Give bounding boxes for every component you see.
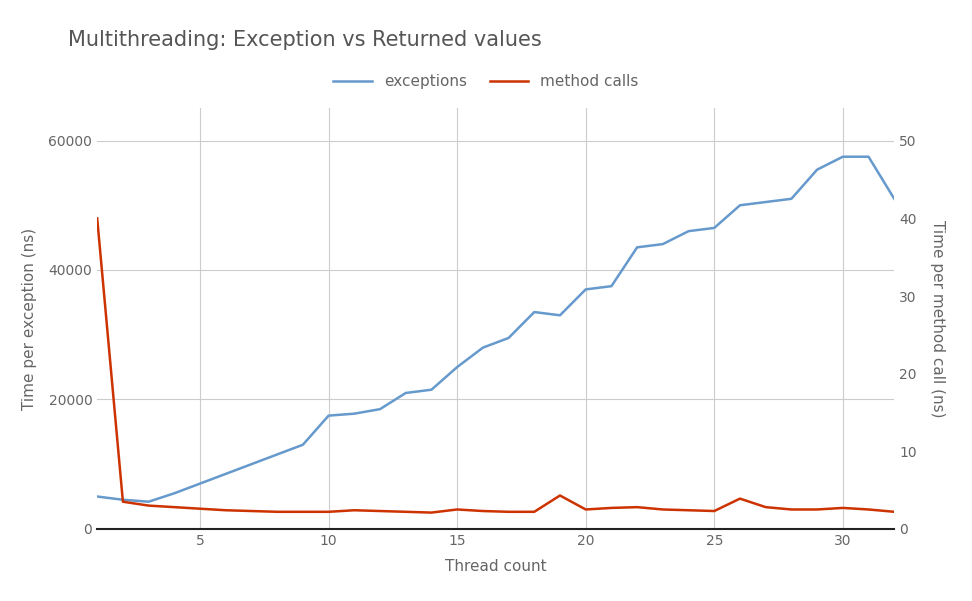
method calls — [682, 507, 694, 514]
method calls — [143, 502, 155, 509]
exceptions — [812, 166, 823, 173]
method calls — [426, 509, 437, 516]
method calls — [580, 506, 592, 513]
method calls — [888, 508, 900, 516]
exceptions — [143, 498, 155, 505]
method calls — [374, 507, 386, 514]
method calls — [220, 507, 231, 514]
exceptions — [888, 195, 900, 203]
method calls — [554, 492, 566, 499]
exceptions — [323, 412, 334, 419]
exceptions — [477, 344, 489, 351]
exceptions — [426, 386, 437, 393]
method calls — [503, 508, 514, 516]
exceptions — [785, 195, 797, 203]
exceptions — [606, 282, 617, 290]
exceptions — [117, 496, 128, 504]
exceptions — [374, 406, 386, 413]
Text: Multithreading: Exception vs Returned values: Multithreading: Exception vs Returned va… — [68, 30, 541, 50]
Legend: exceptions, method calls: exceptions, method calls — [328, 68, 644, 95]
exceptions — [271, 451, 283, 458]
method calls — [709, 507, 720, 514]
exceptions — [580, 286, 592, 293]
method calls — [837, 504, 849, 511]
method calls — [323, 508, 334, 516]
exceptions — [399, 389, 411, 397]
exceptions — [349, 410, 361, 417]
method calls — [760, 504, 772, 511]
method calls — [246, 507, 258, 514]
exceptions — [194, 480, 206, 487]
method calls — [117, 498, 128, 505]
exceptions — [631, 244, 642, 251]
exceptions — [246, 460, 258, 468]
exceptions — [863, 153, 875, 160]
method calls — [657, 506, 669, 513]
method calls — [399, 508, 411, 516]
exceptions — [297, 441, 309, 448]
exceptions — [837, 153, 849, 160]
method calls — [451, 506, 463, 513]
method calls — [631, 504, 642, 511]
method calls — [297, 508, 309, 516]
method calls — [812, 506, 823, 513]
method calls — [349, 507, 361, 514]
exceptions — [503, 334, 514, 341]
method calls — [529, 508, 540, 516]
Y-axis label: Time per exception (ns): Time per exception (ns) — [22, 227, 37, 410]
exceptions — [168, 490, 180, 497]
X-axis label: Thread count: Thread count — [445, 559, 546, 574]
exceptions — [91, 493, 103, 500]
exceptions — [529, 308, 540, 316]
exceptions — [657, 240, 669, 248]
exceptions — [760, 198, 772, 206]
exceptions — [554, 312, 566, 319]
method calls — [785, 506, 797, 513]
exceptions — [682, 228, 694, 235]
Y-axis label: Time per method call (ns): Time per method call (ns) — [929, 220, 945, 417]
exceptions — [220, 470, 231, 477]
exceptions — [734, 202, 746, 209]
method calls — [863, 506, 875, 513]
method calls — [271, 508, 283, 516]
exceptions — [451, 364, 463, 371]
method calls — [606, 504, 617, 511]
method calls — [477, 507, 489, 514]
exceptions — [709, 224, 720, 231]
method calls — [91, 215, 103, 222]
method calls — [194, 505, 206, 512]
method calls — [734, 495, 746, 502]
Line: method calls: method calls — [97, 218, 894, 513]
method calls — [168, 504, 180, 511]
Line: exceptions: exceptions — [97, 157, 894, 502]
